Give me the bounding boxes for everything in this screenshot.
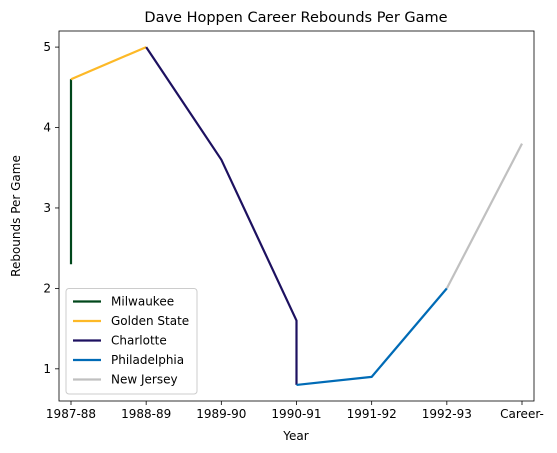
y-tick-label: 4	[43, 121, 51, 135]
x-tick-label: 1992-93	[422, 407, 472, 421]
legend-label-golden-state: Golden State	[111, 314, 189, 328]
legend: Milwaukee Golden State Charlotte Philadelph…	[65, 288, 198, 395]
series-line-new-jersey	[445, 143, 523, 289]
y-tick-label: 2	[43, 281, 51, 295]
plot-area	[69, 46, 523, 387]
series-line-philadelphia	[296, 287, 448, 387]
legend-label-philadelphia: Philadelphia	[111, 353, 184, 367]
x-axis-title: Year	[282, 429, 308, 443]
legend-label-new-jersey: New Jersey	[111, 373, 178, 387]
y-tick-label: 3	[43, 201, 51, 215]
chart-title: Dave Hoppen Career Rebounds Per Game	[144, 10, 447, 26]
x-tick-label: 1988-89	[121, 407, 171, 421]
x-tick-label: 1987-88	[46, 407, 96, 421]
legend-label-charlotte: Charlotte	[111, 334, 167, 348]
x-tick-label: 1991-92	[347, 407, 397, 421]
legend-box	[65, 288, 198, 395]
y-axis: 1 2 3 4 5	[43, 40, 59, 376]
x-tick-label: Career-	[500, 407, 544, 421]
x-axis: 1987-88 1988-89 1989-90 1990-91 1991-92 1992-…	[46, 401, 544, 421]
series-line-golden-state	[70, 46, 147, 81]
x-tick-label: 1989-90	[196, 407, 246, 421]
y-tick-label: 5	[43, 40, 51, 54]
x-tick-label: 1990-91	[271, 407, 321, 421]
y-tick-label: 1	[43, 362, 51, 376]
y-axis-title: Rebounds Per Game	[9, 155, 23, 277]
series-line-charlotte	[145, 46, 298, 385]
legend-label-milwaukee: Milwaukee	[111, 295, 174, 309]
